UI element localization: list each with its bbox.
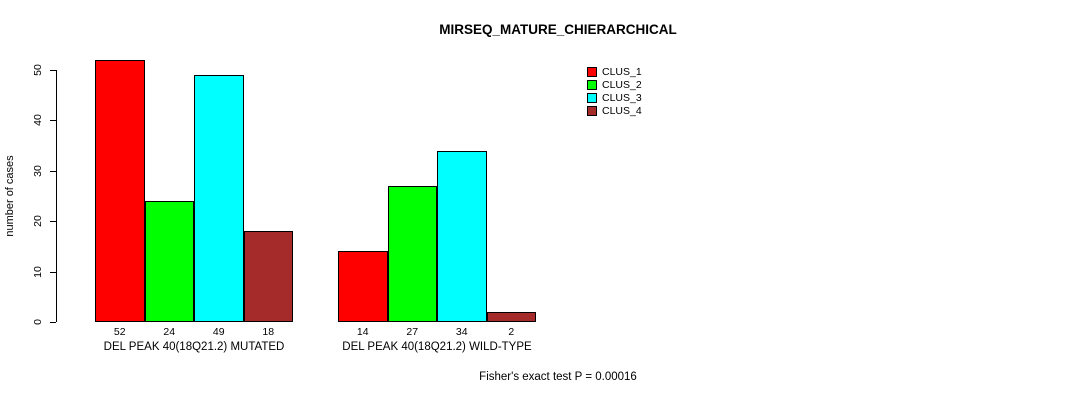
bar-value-label: 18: [262, 326, 275, 338]
bar-clus_4: [243, 231, 293, 322]
y-axis-tick-label: 20: [32, 215, 44, 228]
bar-clus_2: [387, 185, 437, 322]
legend-label: CLUS_4: [602, 104, 642, 117]
legend-label: CLUS_3: [602, 91, 642, 104]
bar-value-label: 2: [508, 326, 515, 338]
legend-item-clus_1: CLUS_1: [587, 65, 642, 78]
y-axis-tick: [50, 271, 56, 273]
y-axis-tick-label: 40: [32, 114, 44, 127]
y-axis-line: [56, 70, 57, 322]
y-axis-label: number of cases: [4, 155, 16, 237]
bar-clus_2: [144, 201, 194, 322]
y-axis-tick-label: 10: [32, 265, 44, 278]
group-label: DEL PEAK 40(18Q21.2) WILD-TYPE: [342, 341, 532, 353]
legend-item-clus_4: CLUS_4: [587, 104, 642, 117]
bar-value-label: 24: [163, 326, 176, 338]
legend-label: CLUS_1: [602, 65, 642, 78]
y-axis-tick-label: 0: [32, 319, 44, 325]
legend-label: CLUS_2: [602, 78, 642, 91]
legend-swatch-clus_4: [587, 105, 597, 116]
group-label: DEL PEAK 40(18Q21.2) MUTATED: [103, 341, 285, 353]
bar-value-label: 34: [455, 326, 468, 338]
fisher-test-annotation: Fisher's exact test P = 0.00016: [479, 371, 637, 383]
legend-swatch-clus_2: [587, 79, 597, 90]
legend-item-clus_3: CLUS_3: [587, 91, 642, 104]
bar-clus_4: [486, 311, 536, 322]
chart-title: MIRSEQ_MATURE_CHIERARCHICAL: [439, 22, 677, 37]
y-axis-tick-label: 30: [32, 164, 44, 177]
bar-clus_3: [437, 150, 487, 322]
bar-value-label: 14: [356, 326, 369, 338]
bar-clus_3: [194, 75, 244, 322]
bar-value-label: 49: [212, 326, 225, 338]
legend-swatch-clus_3: [587, 92, 597, 103]
legend-item-clus_2: CLUS_2: [587, 78, 642, 91]
y-axis-tick: [50, 70, 56, 71]
bar-value-label: 52: [113, 326, 126, 338]
bar-clus_1: [338, 251, 388, 322]
y-axis-tick: [50, 221, 56, 223]
legend: CLUS_1 CLUS_2 CLUS_3 CLUS_4: [587, 65, 642, 117]
legend-swatch-clus_1: [587, 66, 597, 77]
y-axis-tick-label: 50: [32, 64, 44, 76]
y-axis-tick: [50, 170, 56, 172]
y-axis-tick: [50, 322, 56, 323]
bar-value-label: 27: [406, 326, 419, 338]
y-axis-tick: [50, 120, 56, 122]
bar-clus_1: [95, 59, 145, 322]
